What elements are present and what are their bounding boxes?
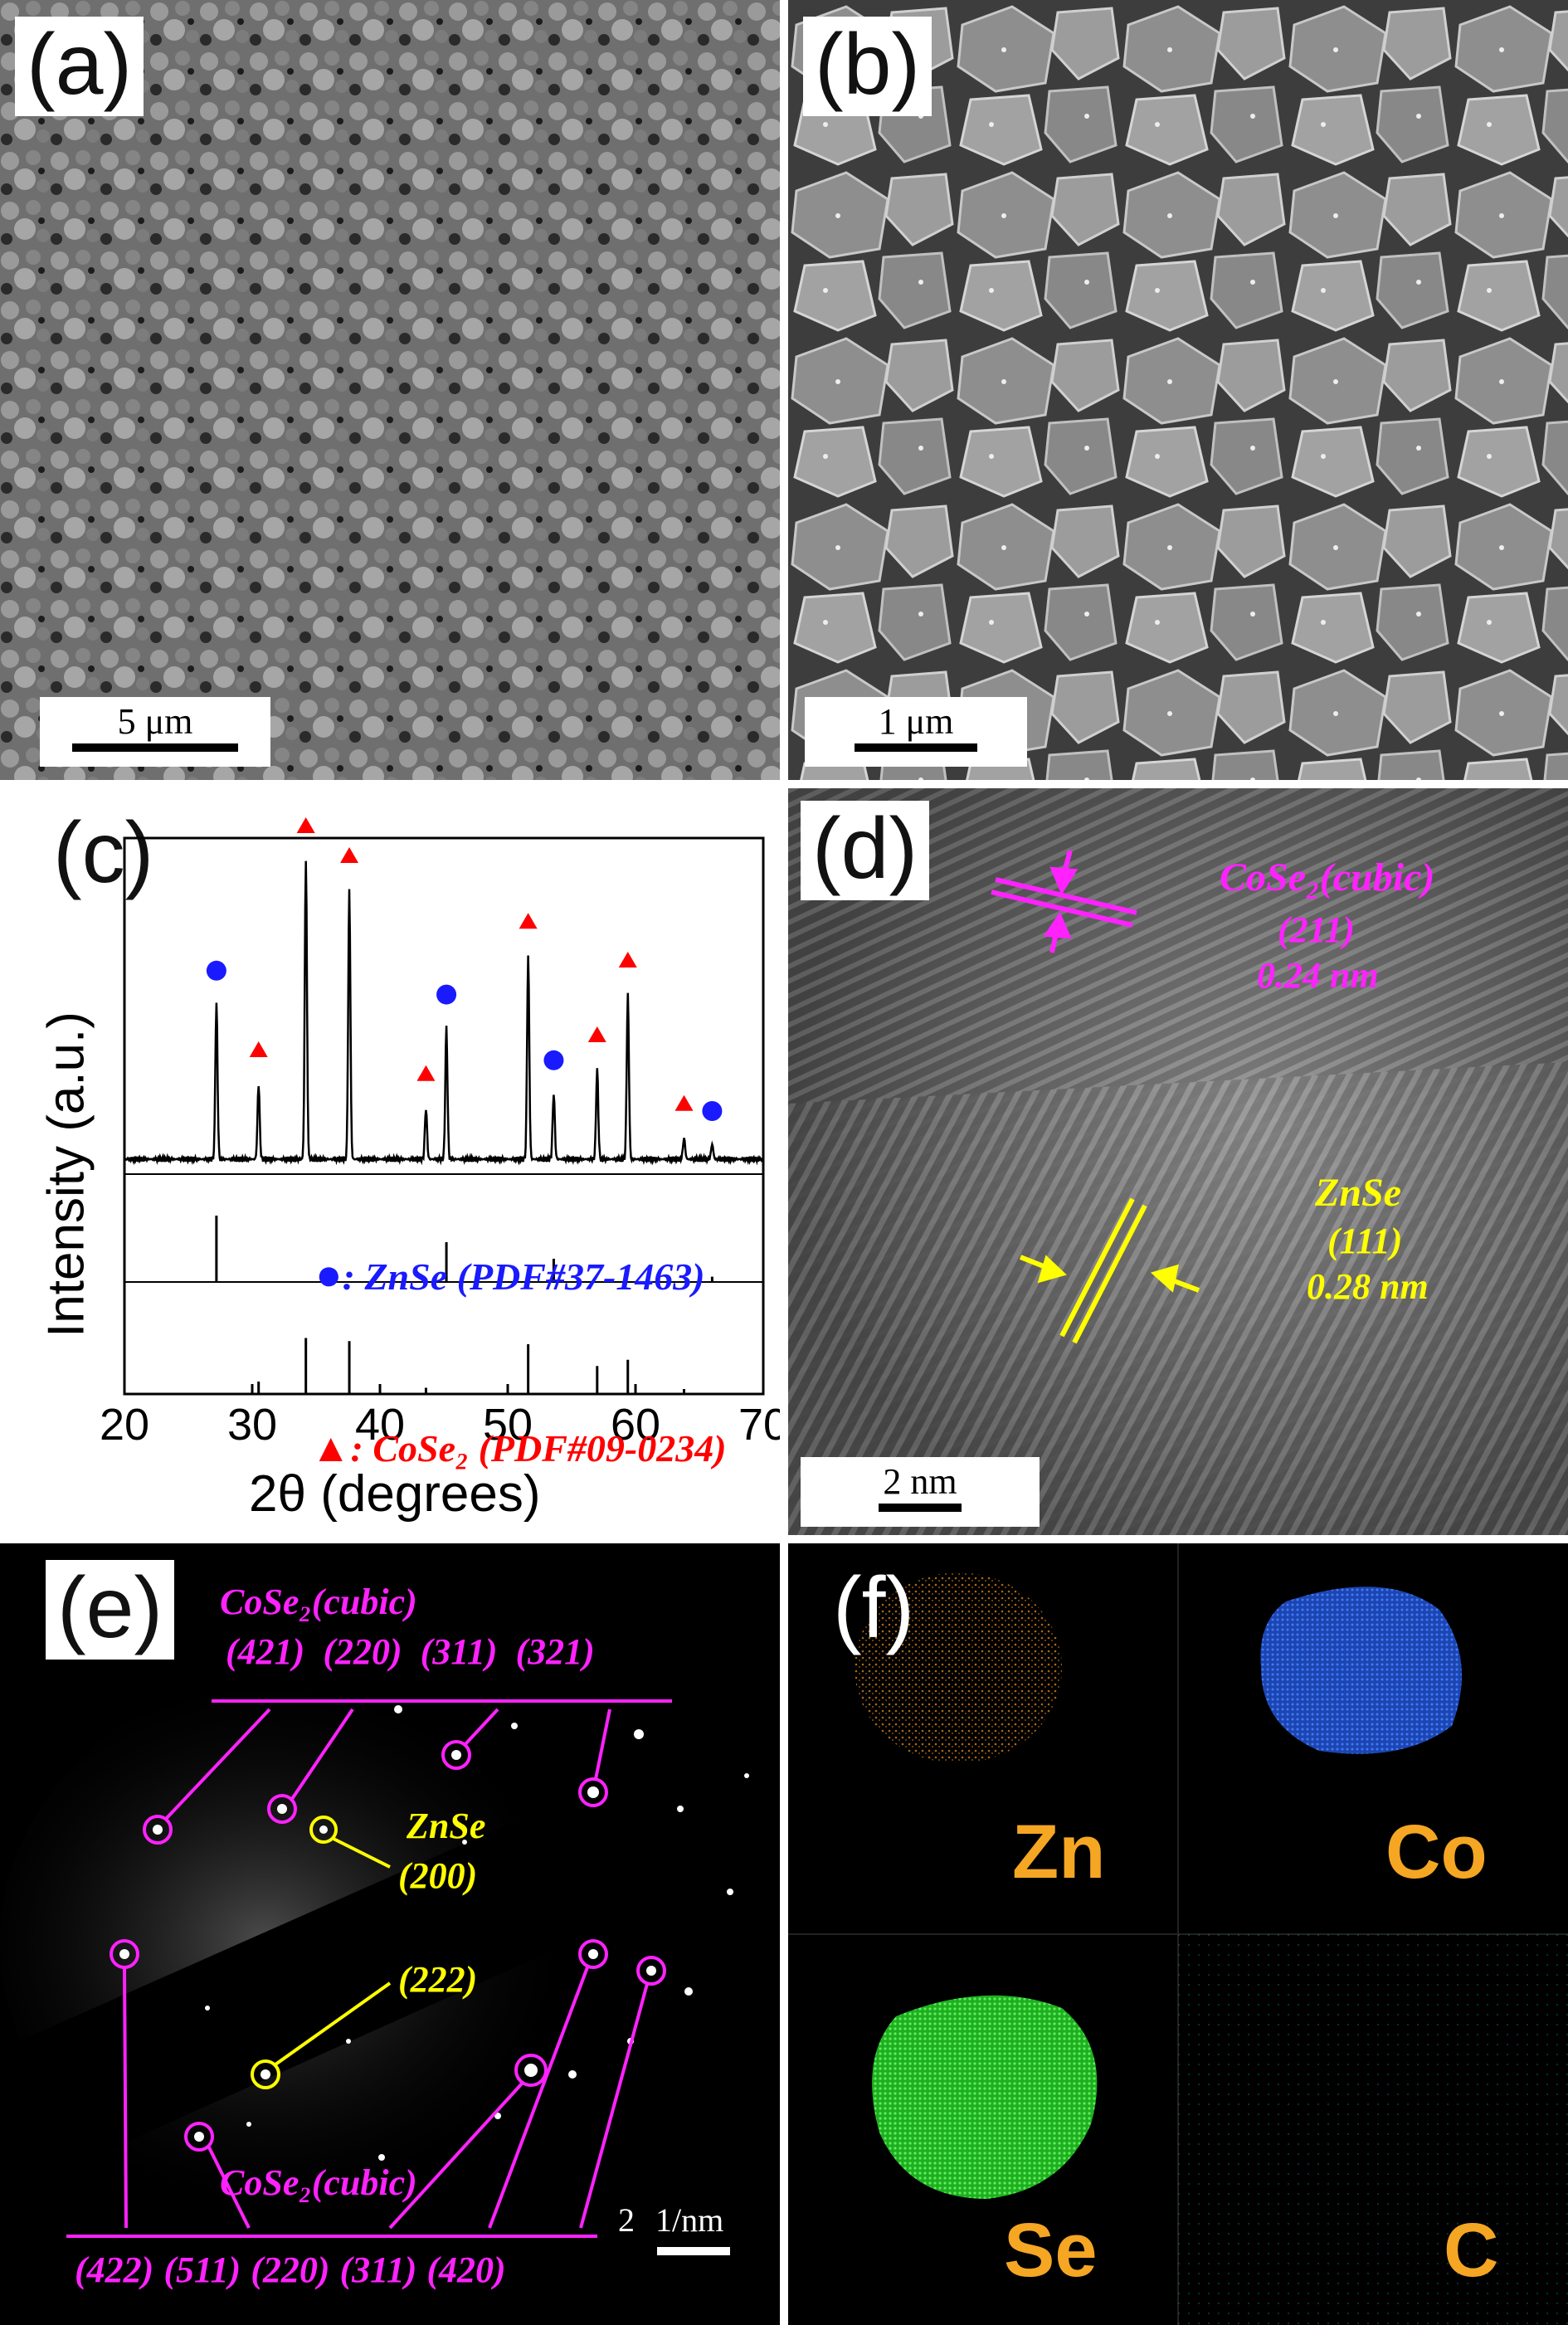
element-label-c: C: [1444, 2208, 1499, 2293]
y-axis-title: Intensity (a.u.): [37, 1011, 95, 1338]
panel-b: (b) 1 μm: [788, 0, 1568, 780]
bottom-cose2-phase: CoSe₂(cubic): [220, 2162, 417, 2203]
cose2-peak-marker-9: [618, 952, 637, 968]
cose2-peak-marker-6: [519, 913, 538, 929]
x-tick-label-1: 30: [227, 1400, 277, 1450]
cose2-peak-marker-10: [674, 1094, 694, 1111]
x-tick-label-4: 60: [611, 1400, 660, 1450]
znse-peak-marker-11: [702, 1101, 723, 1121]
xrd-reference-cose2: [257, 1338, 686, 1394]
znse-200-label: (200): [398, 1855, 478, 1896]
x-tick-label-2: 40: [355, 1400, 405, 1450]
x-tick-label-5: 70: [738, 1400, 780, 1450]
c-map: [1178, 1934, 1568, 2325]
plot-border: [123, 836, 765, 1396]
xrd-reference-znse: [215, 1216, 713, 1282]
panel-d-label: (d): [801, 801, 930, 900]
element-label-se: Se: [1004, 2208, 1098, 2293]
co-map: [1260, 1587, 1462, 1754]
panel-c: (c) 20 30 40 50 60 70 ●: ZnSe (PDF#37-1463) ▲…: [0, 788, 780, 1535]
panel-a: (a) 5 μm: [0, 0, 780, 780]
panel-c-label: (c): [53, 805, 154, 901]
znse-fringe-marker: [1019, 1197, 1200, 1344]
top-plane-row: (421) (220) (311) (321): [226, 1630, 595, 1673]
scale-bar-a: 5 μm: [40, 697, 270, 767]
legend-cose2: ▲: CoSe₂ (PDF#09-0234): [311, 1426, 727, 1470]
xrd-plot-frame: [123, 836, 765, 1396]
zn-map: [855, 1572, 1062, 1763]
bottom-plane-3: (220): [251, 2249, 330, 2290]
bottom-plane-1: (422): [75, 2249, 154, 2290]
znse-phase-e: ZnSe: [407, 1806, 486, 1846]
panel-e-label: (e): [46, 1560, 175, 1660]
x-tick-label-3: 50: [483, 1400, 533, 1450]
znse-peak-marker-5: [436, 984, 457, 1005]
znse-peak-marker-0: [206, 960, 226, 981]
sem-image-b: [788, 0, 1568, 780]
scale-bar-a-label: 5 μm: [117, 701, 193, 742]
x-tick-label-0: 20: [100, 1400, 149, 1450]
legend-znse-text: ZnSe (PDF#37-1463): [364, 1255, 705, 1298]
panel-f: (f) Zn Co Se C: [788, 1543, 1568, 2325]
cose2-peak-marker-4: [416, 1065, 436, 1081]
scale-bar-e-label: 1/nm: [655, 2201, 724, 2239]
legend-znse-marker: ●: [315, 1250, 343, 1299]
x-axis-title: 2θ (degrees): [249, 1465, 541, 1523]
eds-maps: [788, 1543, 1568, 2325]
znse-dspacing-label: 0.28 nm: [1307, 1266, 1429, 1307]
znse-peak-marker-7: [543, 1050, 564, 1070]
xrd-measured-pattern: [124, 860, 765, 1166]
cose2-peak-marker-1: [249, 1041, 268, 1057]
bottom-plane-4: (311): [339, 2249, 417, 2290]
znse-222-label: (222): [398, 1959, 478, 2000]
se-map: [872, 1995, 1098, 2199]
top-plane-3: (311): [420, 1631, 498, 1672]
scale-bar-d: 2 nm: [801, 1457, 1040, 1527]
panel-d: (d) CoSe₂(cubic) (211) 0.24 nm ZnSe (111…: [788, 788, 1568, 1535]
znse-phase-label: ZnSe: [1315, 1171, 1402, 1215]
hrtem-image: [788, 788, 1568, 1535]
panel-e: (e) CoSe₂(cubic) (421) (220) (311) (321)…: [0, 1543, 780, 2325]
panel-f-label: (f): [833, 1560, 915, 1656]
legend-cose2-text: CoSe₂ (PDF#09-0234): [373, 1427, 727, 1470]
sem-image-a: [0, 0, 780, 780]
cose2-phase-label: CoSe₂(cubic): [1220, 855, 1435, 899]
top-plane-4: (321): [515, 1631, 595, 1672]
legend-znse: ●: ZnSe (PDF#37-1463): [315, 1250, 705, 1299]
top-plane-1: (421): [226, 1631, 305, 1672]
saed-pattern: [0, 1543, 780, 2325]
xrd-x-ticks: 20 30 40 50 60 70: [100, 1384, 780, 1450]
cose2-fringe-marker: [991, 850, 1137, 953]
cose2-peak-marker-3: [340, 847, 359, 863]
cose2-dspacing-label: 0.24 nm: [1257, 955, 1379, 996]
element-label-co: Co: [1385, 1810, 1488, 1894]
cose2-peak-marker-2: [296, 817, 315, 833]
bottom-plane-row: (422) (511) (220) (311) (420): [75, 2249, 506, 2291]
znse-plane-label: (111): [1327, 1221, 1403, 1261]
bottom-plane-2: (511): [163, 2249, 241, 2290]
cose2-plane-label: (211): [1278, 909, 1355, 950]
scale-bar-d-label: 2 nm: [883, 1461, 957, 1502]
top-plane-2: (220): [323, 1631, 402, 1672]
beam-stop: [0, 1792, 618, 2199]
xrd-trace: [124, 860, 765, 1166]
xrd-chart: 20 30 40 50 60 70: [100, 817, 780, 1450]
xrd-phase-markers: [206, 817, 723, 1121]
cose2-peak-marker-8: [587, 1026, 606, 1042]
scale-bar-e-number: 2: [618, 2201, 635, 2239]
top-cose2-phase: CoSe₂(cubic): [220, 1582, 417, 1622]
panel-b-label: (b): [803, 17, 933, 116]
panel-a-label: (a): [15, 17, 144, 116]
scale-bar-b-label: 1 μm: [878, 701, 954, 742]
legend-cose2-marker: ▲: [311, 1426, 351, 1470]
bottom-plane-5: (420): [426, 2249, 506, 2290]
scale-bar-b: 1 μm: [805, 697, 1027, 767]
element-label-zn: Zn: [1012, 1810, 1106, 1894]
